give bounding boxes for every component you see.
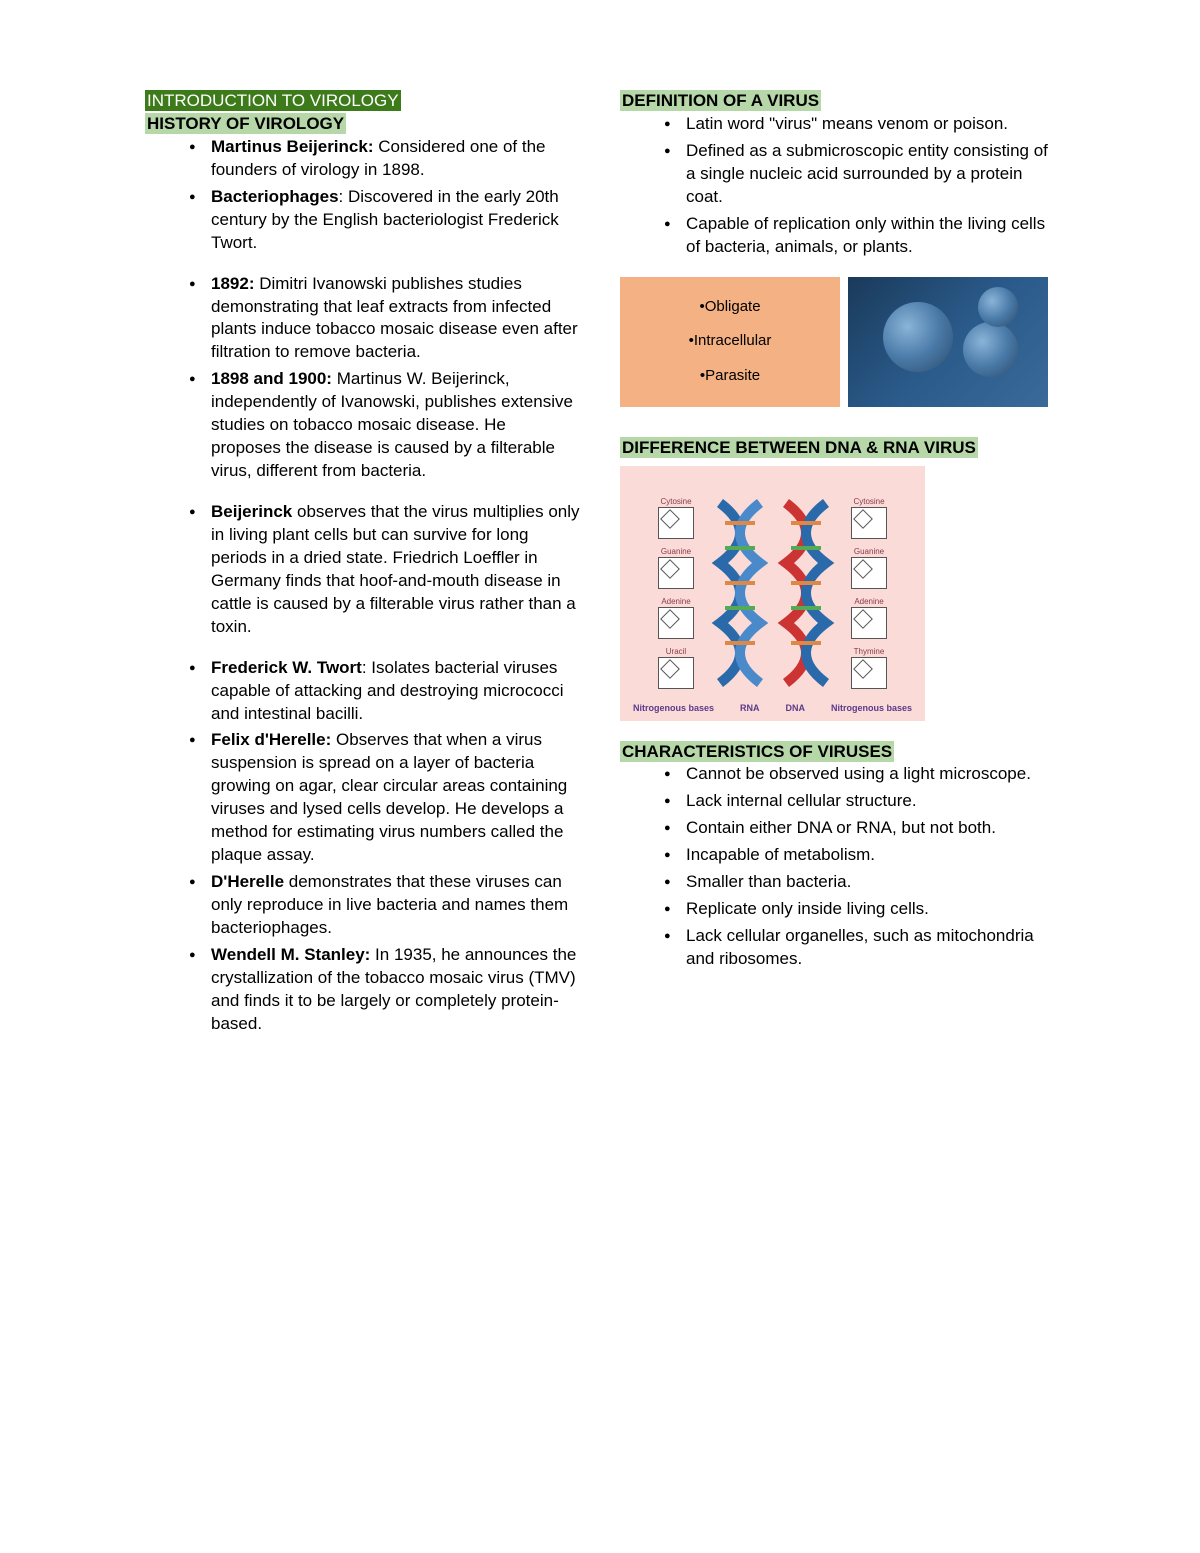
list-item: Felix d'Herelle: Observes that when a vi… xyxy=(193,729,580,867)
chem-structure-icon xyxy=(658,607,694,639)
label-dna: DNA xyxy=(785,702,805,714)
item-bold: 1892: xyxy=(211,274,254,293)
list-item: D'Herelle demonstrates that these viruse… xyxy=(193,871,580,940)
item-bold: Frederick W. Twort xyxy=(211,658,362,677)
difference-title: DIFFERENCE BETWEEN DNA & RNA VIRUS xyxy=(620,437,978,458)
item-text: Observes that when a virus suspension is… xyxy=(211,730,567,864)
list-item: 1898 and 1900: Martinus W. Beijerinck, i… xyxy=(193,368,580,483)
list-item: Smaller than bacteria. xyxy=(668,871,1055,894)
right-column: DEFINITION OF A VIRUS Latin word "virus"… xyxy=(620,90,1055,1040)
rna-helix xyxy=(710,493,770,693)
item-bold: 1898 and 1900: xyxy=(211,369,332,388)
item-text: observes that the virus multiplies only … xyxy=(211,502,580,636)
list-item: 1892: Dimitri Ivanowski publishes studie… xyxy=(193,273,580,365)
item-bold: Martinus Beijerinck: xyxy=(211,137,374,156)
intro-title: INTRODUCTION TO VIROLOGY xyxy=(145,90,401,111)
chem-label: Guanine xyxy=(658,547,694,558)
right-structures: Cytosine Guanine Adenine Thymine xyxy=(842,493,897,693)
chem-label: Thymine xyxy=(851,647,887,658)
definition-title: DEFINITION OF A VIRUS xyxy=(620,90,821,111)
label-nitro-r: Nitrogenous bases xyxy=(831,702,912,714)
virus-sphere-icon xyxy=(978,287,1018,327)
label-rna: RNA xyxy=(740,702,760,714)
dna-rna-diagram: Cytosine Guanine Adenine Uracil xyxy=(620,466,925,721)
history-title: HISTORY OF VIROLOGY xyxy=(145,113,346,134)
chem-structure-icon xyxy=(851,607,887,639)
list-item: Wendell M. Stanley: In 1935, he announce… xyxy=(193,944,580,1036)
characteristics-list: Cannot be observed using a light microsc… xyxy=(620,763,1055,971)
list-item: Beijerinck observes that the virus multi… xyxy=(193,501,580,639)
list-item: Defined as a submicroscopic entity consi… xyxy=(668,140,1055,209)
obligate-box: •Obligate •Intracellular •Parasite xyxy=(620,277,840,407)
chem-structure-icon xyxy=(658,557,694,589)
history-list: Martinus Beijerinck: Considered one of t… xyxy=(145,136,580,1036)
intro-title-wrap: INTRODUCTION TO VIROLOGY xyxy=(145,90,580,113)
definition-images: •Obligate •Intracellular •Parasite xyxy=(620,277,1055,407)
chem-label: Cytosine xyxy=(851,497,887,508)
obligate-line2: •Intracellular xyxy=(689,331,772,351)
definition-section: DEFINITION OF A VIRUS Latin word "virus"… xyxy=(620,90,1055,259)
list-item: Cannot be observed using a light microsc… xyxy=(668,763,1055,786)
chem-structure-icon xyxy=(658,657,694,689)
virus-image xyxy=(848,277,1048,407)
list-item: Capable of replication only within the l… xyxy=(668,213,1055,259)
history-title-wrap: HISTORY OF VIROLOGY xyxy=(145,113,580,136)
label-nitro-l: Nitrogenous bases xyxy=(633,702,714,714)
page-container: INTRODUCTION TO VIROLOGY HISTORY OF VIRO… xyxy=(145,90,1055,1040)
list-item: Martinus Beijerinck: Considered one of t… xyxy=(193,136,580,182)
list-item: Lack internal cellular structure. xyxy=(668,790,1055,813)
chem-structure-icon xyxy=(851,507,887,539)
obligate-line1: •Obligate xyxy=(699,297,760,317)
definition-list: Latin word "virus" means venom or poison… xyxy=(620,113,1055,259)
list-item: Frederick W. Twort: Isolates bacterial v… xyxy=(193,657,580,726)
chem-structure-icon xyxy=(658,507,694,539)
item-bold: Felix d'Herelle: xyxy=(211,730,331,749)
dna-helix xyxy=(776,493,836,693)
chem-label: Cytosine xyxy=(658,497,694,508)
chem-label: Adenine xyxy=(658,597,694,608)
chem-structure-icon xyxy=(851,657,887,689)
item-bold: Wendell M. Stanley: xyxy=(211,945,370,964)
left-column: INTRODUCTION TO VIROLOGY HISTORY OF VIRO… xyxy=(145,90,580,1040)
item-text: Dimitri Ivanowski publishes studies demo… xyxy=(211,274,578,362)
item-bold: Bacteriophages xyxy=(211,187,339,206)
list-item: Lack cellular organelles, such as mitoch… xyxy=(668,925,1055,971)
characteristics-section: CHARACTERISTICS OF VIRUSES Cannot be obs… xyxy=(620,741,1055,971)
difference-section: DIFFERENCE BETWEEN DNA & RNA VIRUS Cytos… xyxy=(620,437,1055,721)
list-item: Replicate only inside living cells. xyxy=(668,898,1055,921)
chem-label: Uracil xyxy=(658,647,694,658)
list-item: Bacteriophages: Discovered in the early … xyxy=(193,186,580,255)
item-bold: D'Herelle xyxy=(211,872,284,891)
virus-sphere-icon xyxy=(883,302,953,372)
left-structures: Cytosine Guanine Adenine Uracil xyxy=(649,493,704,693)
chem-structure-icon xyxy=(851,557,887,589)
item-bold: Beijerinck xyxy=(211,502,292,521)
chem-label: Adenine xyxy=(851,597,887,608)
chem-label: Guanine xyxy=(851,547,887,558)
list-item: Incapable of metabolism. xyxy=(668,844,1055,867)
characteristics-title: CHARACTERISTICS OF VIRUSES xyxy=(620,741,894,762)
list-item: Latin word "virus" means venom or poison… xyxy=(668,113,1055,136)
list-item: Contain either DNA or RNA, but not both. xyxy=(668,817,1055,840)
dna-bottom-labels: Nitrogenous bases RNA DNA Nitrogenous ba… xyxy=(620,702,925,714)
obligate-line3: •Parasite xyxy=(700,366,760,386)
virus-sphere-icon xyxy=(963,322,1018,377)
